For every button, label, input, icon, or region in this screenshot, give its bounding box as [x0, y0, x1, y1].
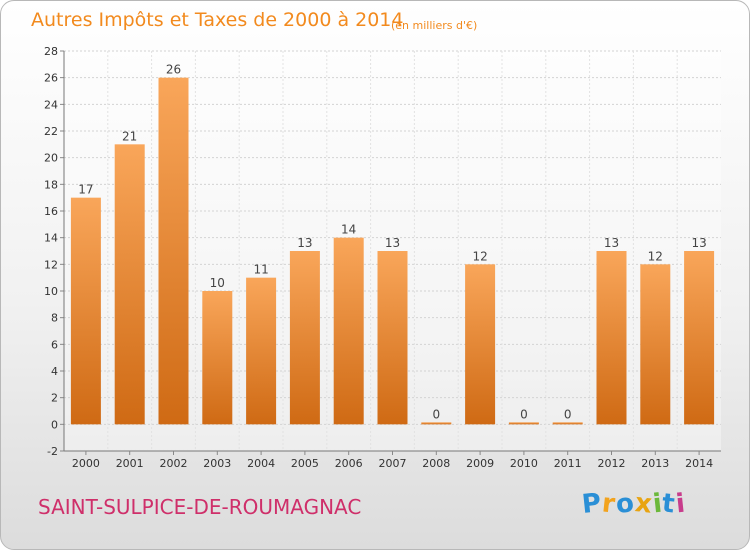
data-label-2005: 13	[297, 236, 312, 250]
x-tick-label-2012: 2012	[598, 457, 626, 470]
bar-2012	[596, 251, 627, 425]
data-label-2008: 0	[432, 407, 440, 421]
bar-2000	[70, 197, 101, 425]
y-tick-label: 16	[44, 205, 58, 218]
data-label-2012: 13	[604, 236, 619, 250]
bar-2006	[333, 237, 364, 425]
data-label-2007: 13	[385, 236, 400, 250]
commune-name: SAINT-SULPICE-DE-ROUMAGNAC	[38, 495, 362, 519]
x-tick-label-2000: 2000	[72, 457, 100, 470]
bar-2011	[552, 422, 583, 425]
x-tick-label-2003: 2003	[203, 457, 231, 470]
data-label-2001: 21	[122, 129, 137, 143]
y-tick-label: 10	[44, 285, 58, 298]
data-label-2013: 12	[648, 249, 663, 263]
y-tick-label: 12	[44, 258, 58, 271]
y-tick-label: -2	[47, 445, 58, 458]
x-tick-label-2004: 2004	[247, 457, 275, 470]
bar-2005	[289, 251, 320, 425]
y-tick-label: 8	[51, 312, 58, 325]
y-tick-label: 26	[44, 72, 58, 85]
bar-2001	[114, 144, 145, 425]
data-labels: 17 21 26 10 11 13 14 13 0 12 0 0 13 12 13	[78, 63, 706, 422]
x-tick-label-2007: 2007	[379, 457, 407, 470]
data-label-2006: 14	[341, 223, 356, 237]
x-tick-label-2010: 2010	[510, 457, 538, 470]
y-tick-label: 6	[51, 338, 58, 351]
x-tick-label-2013: 2013	[641, 457, 669, 470]
x-tick-label-2009: 2009	[466, 457, 494, 470]
bar-2002	[158, 77, 189, 425]
y-tick-label: 4	[51, 365, 58, 378]
x-tick-label-2014: 2014	[685, 457, 713, 470]
bar-2010	[508, 422, 539, 425]
data-label-2000: 17	[78, 183, 93, 197]
x-tick-label-2005: 2005	[291, 457, 319, 470]
data-label-2010: 0	[520, 407, 528, 421]
bar-2014	[684, 251, 715, 425]
data-label-2014: 13	[691, 236, 706, 250]
y-tick-label: 18	[44, 178, 58, 191]
bar-2003	[202, 291, 233, 425]
data-label-2011: 0	[564, 407, 572, 421]
x-tick-label-2011: 2011	[554, 457, 582, 470]
x-tick-label-2002: 2002	[160, 457, 188, 470]
y-tick-label: 0	[51, 418, 58, 431]
x-tick-label-2001: 2001	[116, 457, 144, 470]
chart-subtitle: (en milliers d'€)	[391, 19, 478, 32]
bar-2009	[465, 264, 496, 425]
logo-letter: i	[674, 488, 688, 520]
x-tick-label-2006: 2006	[335, 457, 363, 470]
y-tick-label: 28	[44, 45, 58, 58]
x-tick-label-2008: 2008	[422, 457, 450, 470]
data-label-2002: 26	[166, 63, 181, 77]
y-tick-label: 14	[44, 232, 58, 245]
y-tick-label: 20	[44, 152, 58, 165]
bars	[70, 77, 715, 425]
y-tick-label: 22	[44, 125, 58, 138]
bar-2008	[421, 422, 452, 425]
y-tick-label: 24	[44, 98, 58, 111]
chart-title: Autres Impôts et Taxes de 2000 à 2014	[31, 9, 404, 31]
y-tick-label: 2	[51, 392, 58, 405]
proxiti-logo[interactable]: Proxiti	[580, 488, 688, 520]
data-label-2003: 10	[210, 276, 225, 290]
bar-2013	[640, 264, 671, 425]
bar-2004	[246, 277, 277, 425]
data-label-2004: 11	[253, 263, 268, 277]
data-label-2009: 12	[472, 249, 487, 263]
bar-2007	[377, 251, 408, 425]
